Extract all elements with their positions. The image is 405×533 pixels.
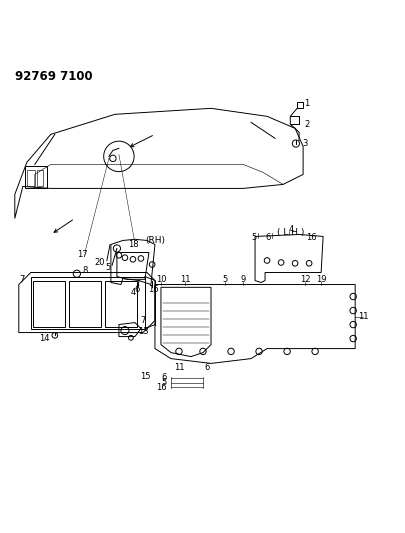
- Text: 5: 5: [251, 233, 256, 242]
- Text: 17: 17: [77, 250, 88, 259]
- Text: 3: 3: [302, 139, 307, 148]
- Text: 6: 6: [134, 285, 139, 294]
- Text: 6: 6: [204, 363, 209, 372]
- Text: 92769 7100: 92769 7100: [15, 70, 92, 83]
- Bar: [25, 166, 47, 188]
- Text: 5: 5: [105, 263, 111, 272]
- Text: 16: 16: [305, 233, 315, 242]
- Text: 5: 5: [222, 275, 227, 284]
- Bar: [104, 280, 136, 327]
- Text: 8: 8: [82, 266, 87, 275]
- Text: 15: 15: [140, 372, 151, 381]
- Text: 4: 4: [130, 288, 135, 297]
- Bar: [296, 102, 303, 108]
- Bar: [37, 171, 43, 187]
- Text: 12: 12: [299, 275, 309, 284]
- Text: 16: 16: [156, 383, 166, 392]
- Text: 20: 20: [94, 258, 104, 267]
- Text: ( L H ): ( L H ): [277, 228, 304, 237]
- Text: 5: 5: [161, 378, 166, 387]
- Text: 14: 14: [39, 334, 50, 343]
- Text: (RH): (RH): [145, 236, 164, 245]
- Bar: [69, 280, 100, 327]
- Text: 11: 11: [357, 312, 367, 321]
- Text: 1: 1: [304, 99, 309, 108]
- Text: 4: 4: [288, 225, 293, 234]
- Text: 10: 10: [156, 275, 166, 284]
- Bar: [27, 171, 35, 187]
- Text: 6: 6: [161, 373, 166, 382]
- Text: 6: 6: [265, 233, 270, 242]
- Text: 18: 18: [127, 240, 138, 249]
- Text: 11: 11: [179, 275, 190, 284]
- Text: 13: 13: [137, 327, 148, 336]
- Text: 16: 16: [147, 285, 158, 294]
- Text: 19: 19: [315, 275, 326, 284]
- Text: 7: 7: [140, 316, 145, 325]
- Text: 11: 11: [173, 363, 184, 372]
- Text: 9: 9: [240, 275, 245, 284]
- Bar: [33, 280, 65, 327]
- Text: 2: 2: [304, 120, 309, 129]
- Text: 7: 7: [19, 275, 25, 284]
